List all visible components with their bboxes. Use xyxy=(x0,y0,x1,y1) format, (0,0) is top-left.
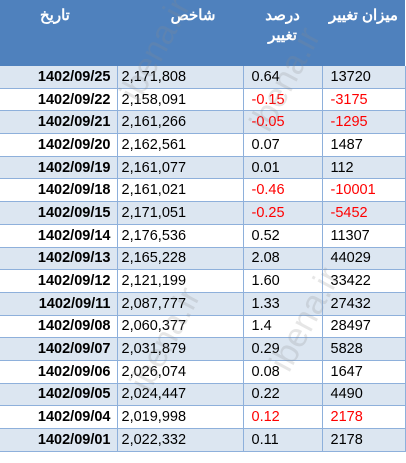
cell-percent: 1.60 xyxy=(243,269,323,293)
cell-percent: -0.15 xyxy=(243,88,323,112)
cell-percent: 1.4 xyxy=(243,315,323,339)
cell-index: 2,176,536 xyxy=(117,224,244,248)
cell-percent: -0.25 xyxy=(243,201,323,225)
cell-date: 1402/09/22 xyxy=(0,88,118,112)
cell-change: 33422 xyxy=(322,269,406,293)
cell-change: 1487 xyxy=(322,133,406,157)
table-row: 1402/09/14 2,176,536 0.52 11307 xyxy=(0,224,406,248)
cell-index: 2,022,332 xyxy=(117,428,244,452)
cell-change: 5828 xyxy=(322,337,406,361)
cell-change: 13720 xyxy=(322,66,406,89)
cell-change: 11307 xyxy=(322,224,406,248)
cell-percent: 0.08 xyxy=(243,360,323,384)
cell-date: 1402/09/06 xyxy=(0,360,118,384)
cell-percent: -0.46 xyxy=(243,178,323,203)
header-percent-line2: تغییر xyxy=(268,27,297,44)
cell-date: 1402/09/18 xyxy=(0,178,118,203)
cell-date: 1402/09/13 xyxy=(0,247,118,271)
header-change: میزان تغییر xyxy=(322,0,405,66)
cell-index: 2,161,266 xyxy=(117,110,244,135)
cell-date: 1402/09/14 xyxy=(0,224,118,248)
table-header-row: تاریخ شاخص درصد تغییر میزان تغییر xyxy=(0,0,405,66)
cell-percent: 0.11 xyxy=(243,428,323,452)
cell-percent: 0.01 xyxy=(243,156,323,180)
cell-date: 1402/09/12 xyxy=(0,269,118,293)
table-row: 1402/09/11 2,087,777 1.33 27432 xyxy=(0,292,406,316)
cell-change: 27432 xyxy=(322,292,406,316)
cell-index: 2,161,077 xyxy=(117,156,244,180)
cell-date: 1402/09/20 xyxy=(0,133,118,157)
cell-date: 1402/09/25 xyxy=(0,66,118,89)
table-row: 1402/09/06 2,026,074 0.08 1647 xyxy=(0,360,406,384)
cell-index: 2,171,808 xyxy=(117,66,244,89)
table-row: 1402/09/05 2,024,447 0.22 4490 xyxy=(0,383,406,407)
header-index: شاخص xyxy=(117,0,243,66)
table-row: 1402/09/04 2,019,998 0.12 2178 xyxy=(0,405,406,429)
cell-index: 2,162,561 xyxy=(117,133,244,157)
index-history-table: تاریخ شاخص درصد تغییر میزان تغییر 1402/0… xyxy=(0,0,406,452)
table-row: 1402/09/13 2,165,228 2.08 44029 xyxy=(0,247,406,271)
cell-percent: 0.64 xyxy=(243,66,323,89)
cell-date: 1402/09/01 xyxy=(0,428,118,452)
cell-date: 1402/09/21 xyxy=(0,110,118,135)
cell-date: 1402/09/08 xyxy=(0,315,118,339)
table-row: 1402/09/21 2,161,266 -0.05 -1295 xyxy=(0,110,406,135)
cell-index: 2,121,199 xyxy=(117,269,244,293)
cell-change: 44029 xyxy=(322,247,406,271)
cell-date: 1402/09/05 xyxy=(0,383,118,407)
table-row: 1402/09/19 2,161,077 0.01 112 xyxy=(0,156,406,180)
cell-percent: 0.22 xyxy=(243,383,323,407)
cell-change: -5452 xyxy=(322,201,406,225)
cell-change: -10001 xyxy=(322,178,406,203)
cell-percent: 1.33 xyxy=(243,292,323,316)
cell-change: 2178 xyxy=(322,405,406,429)
cell-index: 2,087,777 xyxy=(117,292,244,316)
cell-index: 2,026,074 xyxy=(117,360,244,384)
cell-change: 2178 xyxy=(322,428,406,452)
table-row: 1402/09/08 2,060,377 1.4 28497 xyxy=(0,315,406,339)
table-row: 1402/09/15 2,171,051 -0.25 -5452 xyxy=(0,201,406,225)
table-row: 1402/09/22 2,158,091 -0.15 -3175 xyxy=(0,88,406,112)
table-row: 1402/09/07 2,031,879 0.29 5828 xyxy=(0,337,406,361)
cell-date: 1402/09/11 xyxy=(0,292,118,316)
cell-change: 28497 xyxy=(322,315,406,339)
cell-index: 2,158,091 xyxy=(117,88,244,112)
table-row: 1402/09/12 2,121,199 1.60 33422 xyxy=(0,269,406,293)
table-row: 1402/09/18 2,161,021 -0.46 -10001 xyxy=(0,178,406,203)
cell-index: 2,165,228 xyxy=(117,247,244,271)
table-row: 1402/09/20 2,162,561 0.07 1487 xyxy=(0,133,406,157)
cell-percent: 0.07 xyxy=(243,133,323,157)
cell-date: 1402/09/04 xyxy=(0,405,118,429)
cell-index: 2,171,051 xyxy=(117,201,244,225)
cell-index: 2,060,377 xyxy=(117,315,244,339)
cell-date: 1402/09/07 xyxy=(0,337,118,361)
cell-percent: 0.12 xyxy=(243,405,323,429)
cell-index: 2,161,021 xyxy=(117,178,244,203)
table-row: 1402/09/25 2,171,808 0.64 13720 xyxy=(0,66,406,89)
cell-change: -1295 xyxy=(322,110,406,135)
cell-index: 2,031,879 xyxy=(117,337,244,361)
cell-date: 1402/09/15 xyxy=(0,201,118,225)
cell-percent: -0.05 xyxy=(243,110,323,135)
cell-percent: 0.29 xyxy=(243,337,323,361)
cell-change: 4490 xyxy=(322,383,406,407)
header-percent: درصد تغییر xyxy=(243,0,322,66)
header-percent-line1: درصد xyxy=(265,7,300,24)
cell-percent: 2.08 xyxy=(243,247,323,271)
header-date: تاریخ xyxy=(0,0,117,66)
cell-change: 112 xyxy=(322,156,406,180)
cell-index: 2,019,998 xyxy=(117,405,244,429)
cell-change: 1647 xyxy=(322,360,406,384)
cell-date: 1402/09/19 xyxy=(0,156,118,180)
cell-change: -3175 xyxy=(322,88,406,112)
cell-index: 2,024,447 xyxy=(117,383,244,407)
table-row: 1402/09/01 2,022,332 0.11 2178 xyxy=(0,428,406,452)
cell-percent: 0.52 xyxy=(243,224,323,248)
